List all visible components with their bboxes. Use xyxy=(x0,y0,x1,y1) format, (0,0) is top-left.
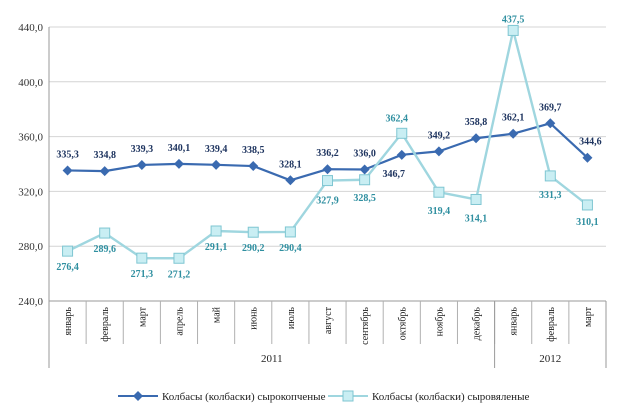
data-point-series-1 xyxy=(173,158,184,169)
data-label-series-1: 338,5 xyxy=(242,145,265,156)
data-point-series-1 xyxy=(359,164,370,175)
data-point-series-1 xyxy=(248,161,259,172)
data-label-series-2: 310,1 xyxy=(576,217,599,228)
data-point-series-2 xyxy=(396,127,408,139)
y-axis-ticks: 240,0 280,0 320,0 360,0 400,0 440,0 xyxy=(18,22,43,308)
data-label-series-1: 346,7 xyxy=(383,169,406,180)
data-label-series-1: 369,7 xyxy=(539,102,562,113)
data-label-series-1: 336,2 xyxy=(316,148,339,159)
data-label-series-1: 358,8 xyxy=(465,117,488,128)
y-tick-label: 360,0 xyxy=(18,132,43,144)
y-tick-label: 320,0 xyxy=(18,186,43,198)
x-tick-label: январь xyxy=(509,307,520,336)
legend-marker-series-2 xyxy=(342,390,354,402)
data-label-series-1: 339,3 xyxy=(131,144,154,155)
data-label-series-2: 331,3 xyxy=(539,190,562,201)
data-point-series-2 xyxy=(173,252,185,264)
data-label-series-2: 362,4 xyxy=(386,113,409,124)
x-tick-label: октябрь xyxy=(397,307,408,341)
x-tick-label: февраль xyxy=(546,307,557,342)
y-tick-label: 280,0 xyxy=(18,241,43,253)
data-point-series-1 xyxy=(471,133,482,144)
data-label-series-1: 339,4 xyxy=(205,144,228,155)
data-label-series-1: 340,1 xyxy=(168,143,191,154)
data-label-series-2: 290,2 xyxy=(242,243,265,254)
data-point-series-1 xyxy=(433,146,444,157)
legend-label-series-1: Колбасы (колбаски) сырокопченые xyxy=(162,391,326,403)
data-point-series-2 xyxy=(136,252,148,264)
y-tick-label: 240,0 xyxy=(18,296,43,308)
data-point-series-1 xyxy=(396,149,407,160)
data-series xyxy=(62,24,593,264)
data-labels: 335,3 334,8 339,3 340,1 339,4 338,5 328,1 336,2… xyxy=(56,14,601,280)
legend-marker-series-1 xyxy=(133,391,143,401)
data-label-series-2: 327,9 xyxy=(316,196,339,207)
data-point-series-2 xyxy=(359,174,371,186)
data-label-series-1: 328,1 xyxy=(279,159,302,170)
x-tick-label: сентябрь xyxy=(360,307,371,345)
year-label: 2012 xyxy=(539,353,561,365)
x-tick-label: май xyxy=(212,306,223,323)
data-point-series-1 xyxy=(62,165,73,176)
data-label-series-2: 437,5 xyxy=(502,14,525,25)
x-tick-label: март xyxy=(583,306,594,327)
data-point-series-2 xyxy=(247,226,259,238)
year-label: 2011 xyxy=(261,353,283,365)
data-point-series-2 xyxy=(99,227,111,239)
data-point-series-2 xyxy=(507,24,519,36)
x-tick-label: июнь xyxy=(249,307,260,330)
grid-lines xyxy=(49,26,606,247)
legend: Колбасы (колбаски) сырокопченые Колбасы … xyxy=(118,390,529,403)
data-label-series-2: 328,5 xyxy=(353,193,376,204)
data-label-series-1: 336,0 xyxy=(353,148,376,159)
data-label-series-2: 271,3 xyxy=(131,269,154,280)
data-point-series-2 xyxy=(284,226,296,238)
data-label-series-2: 271,2 xyxy=(168,269,191,280)
x-tick-label: июль xyxy=(286,307,297,330)
x-tick-label: ноябрь xyxy=(434,307,445,337)
data-label-series-2: 314,1 xyxy=(465,213,488,224)
data-point-series-2 xyxy=(544,170,556,182)
data-point-series-2 xyxy=(210,225,222,237)
data-point-series-1 xyxy=(136,159,147,170)
data-label-series-2: 289,6 xyxy=(93,244,116,255)
data-point-series-2 xyxy=(62,245,74,257)
data-point-series-1 xyxy=(285,175,296,186)
data-label-series-1: 334,8 xyxy=(93,150,116,161)
x-axis-ticks: январь февраль март апрель май июнь июль август… xyxy=(63,306,594,344)
data-label-series-1: 344,6 xyxy=(579,137,602,148)
x-tick-label: август xyxy=(323,306,334,334)
x-tick-label: февраль xyxy=(100,307,111,342)
axes xyxy=(48,27,607,368)
y-tick-label: 400,0 xyxy=(18,77,43,89)
data-point-series-1 xyxy=(322,164,333,175)
data-point-series-2 xyxy=(322,175,333,187)
x-tick-label: январь xyxy=(63,307,74,336)
y-tick-label: 440,0 xyxy=(18,22,43,34)
data-point-series-1 xyxy=(211,159,222,170)
legend-label-series-2: Колбасы (колбаски) сыровяленые xyxy=(372,391,529,403)
data-point-series-1 xyxy=(582,152,593,163)
x-tick-label: март xyxy=(137,306,148,327)
data-label-series-1: 349,2 xyxy=(428,130,451,141)
data-point-series-1 xyxy=(508,128,519,139)
data-label-series-1: 335,3 xyxy=(56,149,79,160)
data-label-series-2: 291,1 xyxy=(205,242,228,253)
data-label-series-2: 319,4 xyxy=(428,206,451,217)
data-point-series-1 xyxy=(545,118,556,129)
data-point-series-1 xyxy=(99,166,110,177)
x-tick-label: апрель xyxy=(174,307,185,336)
data-label-series-1: 362,1 xyxy=(502,113,525,124)
data-label-series-2: 290,4 xyxy=(279,243,302,254)
data-point-series-2 xyxy=(470,193,482,205)
year-labels: 2011 2012 xyxy=(261,353,561,365)
data-point-series-2 xyxy=(433,186,445,198)
data-point-series-2 xyxy=(581,199,593,211)
x-tick-label: декабрь xyxy=(472,307,483,341)
data-label-series-2: 276,4 xyxy=(56,262,79,273)
